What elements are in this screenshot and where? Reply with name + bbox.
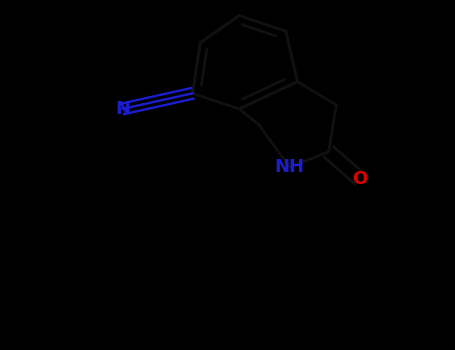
Text: NH: NH [275,158,305,176]
Text: N: N [115,100,130,118]
Text: O: O [352,170,367,188]
